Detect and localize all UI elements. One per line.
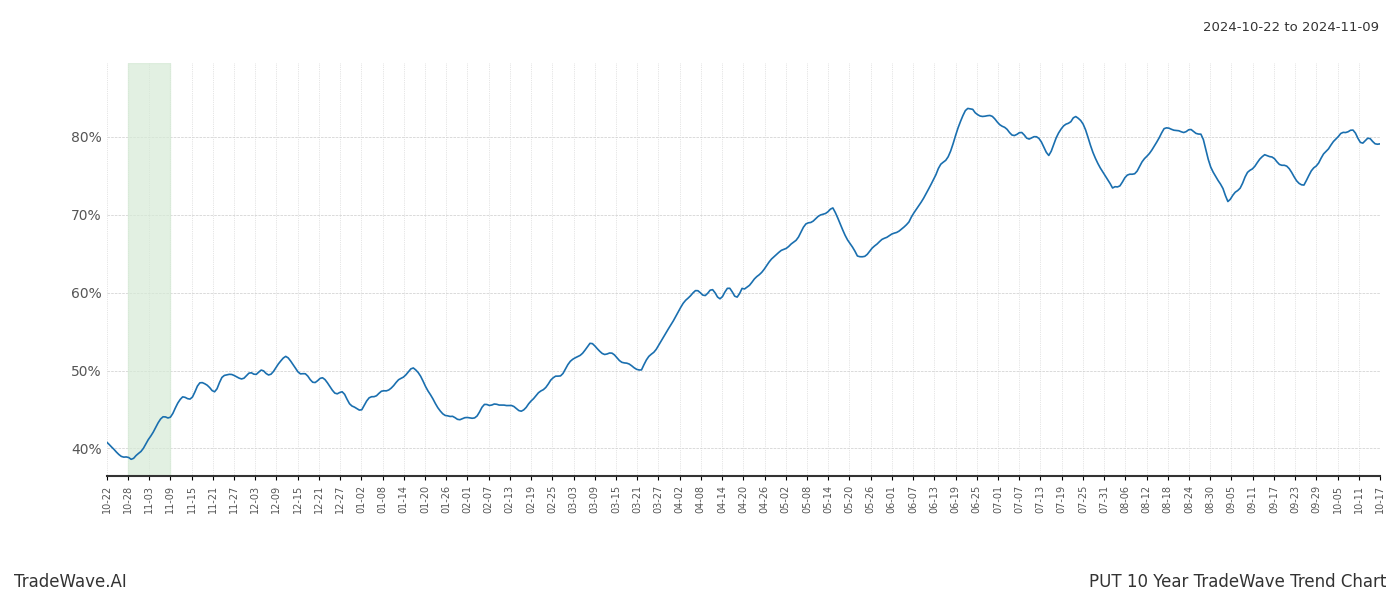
- Bar: [127, 63, 171, 476]
- Text: TradeWave.AI: TradeWave.AI: [14, 573, 127, 591]
- Text: PUT 10 Year TradeWave Trend Chart: PUT 10 Year TradeWave Trend Chart: [1089, 573, 1386, 591]
- Text: 2024-10-22 to 2024-11-09: 2024-10-22 to 2024-11-09: [1203, 21, 1379, 34]
